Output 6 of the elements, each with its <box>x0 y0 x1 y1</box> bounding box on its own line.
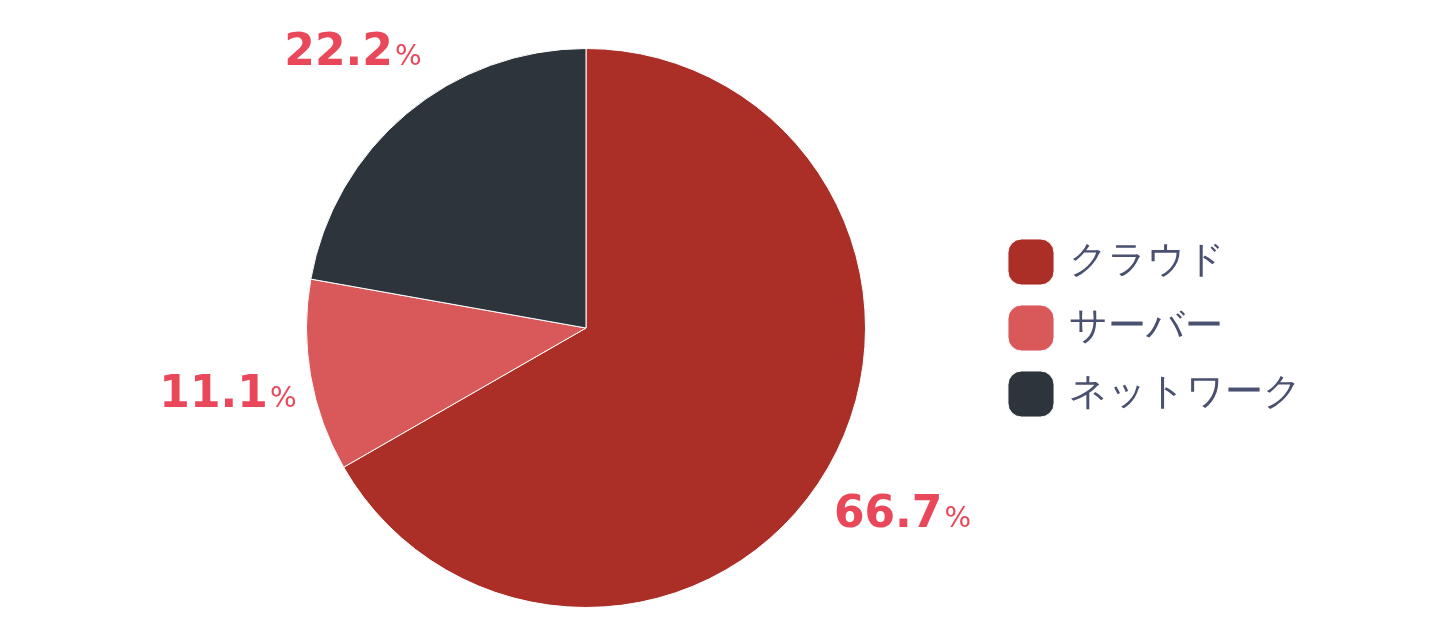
data-label: 11.1% <box>159 365 297 417</box>
data-label: 22.2% <box>284 23 422 75</box>
data-label: 66.7% <box>833 485 972 537</box>
legend-label: サーバー <box>1069 302 1223 347</box>
legend-label: クラウド <box>1069 236 1225 281</box>
legend-label: ネットワーク <box>1069 368 1302 413</box>
